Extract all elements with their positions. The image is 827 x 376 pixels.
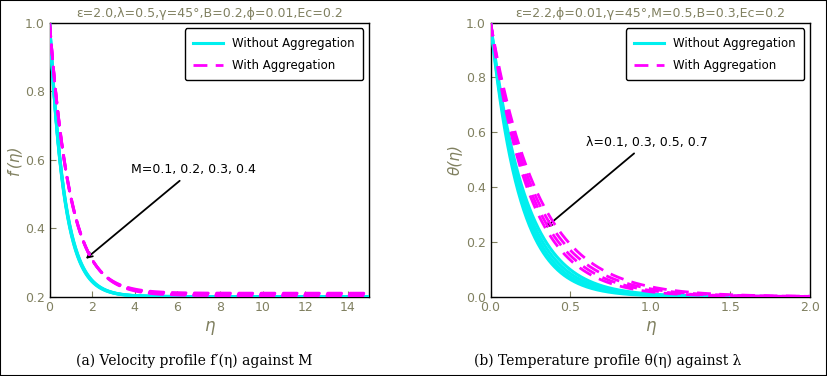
- Legend: Without Aggregation, With Aggregation: Without Aggregation, With Aggregation: [626, 29, 804, 80]
- Text: (a) Velocity profile f′(η) against M: (a) Velocity profile f′(η) against M: [76, 354, 313, 368]
- Title: ε=2.2,ϕ=0.01,γ=45°,M=0.5,B=0.3,Ec=0.2: ε=2.2,ϕ=0.01,γ=45°,M=0.5,B=0.3,Ec=0.2: [515, 7, 786, 20]
- X-axis label: η: η: [645, 317, 656, 335]
- X-axis label: η: η: [204, 317, 215, 335]
- Text: λ=0.1, 0.3, 0.5, 0.7: λ=0.1, 0.3, 0.5, 0.7: [547, 136, 708, 226]
- Text: (b) Temperature profile θ(η) against λ: (b) Temperature profile θ(η) against λ: [474, 354, 742, 368]
- Title: ε=2.0,λ=0.5,γ=45°,B=0.2,ϕ=0.01,Ec=0.2: ε=2.0,λ=0.5,γ=45°,B=0.2,ϕ=0.01,Ec=0.2: [76, 7, 342, 20]
- Y-axis label: θ(η): θ(η): [448, 144, 463, 175]
- Legend: Without Aggregation, With Aggregation: Without Aggregation, With Aggregation: [185, 29, 363, 80]
- Y-axis label: f′(η): f′(η): [7, 144, 22, 175]
- Text: M=0.1, 0.2, 0.3, 0.4: M=0.1, 0.2, 0.3, 0.4: [88, 163, 256, 258]
